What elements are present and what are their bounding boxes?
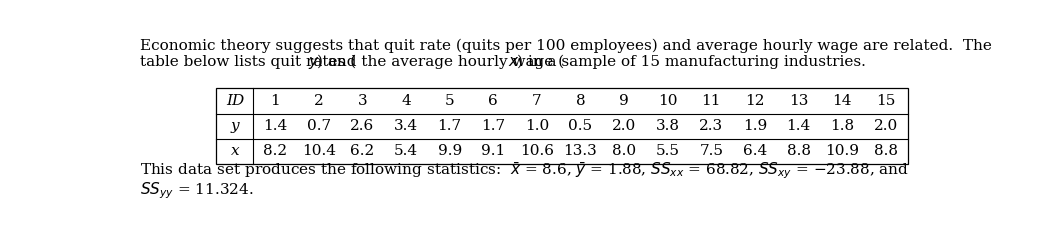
Text: 8.8: 8.8 [786, 144, 811, 158]
Text: 6.4: 6.4 [742, 144, 767, 158]
Bar [217, 89, 907, 164]
Text: 12: 12 [746, 94, 764, 108]
Text: table below lists quit rates (: table below lists quit rates ( [140, 55, 357, 69]
Text: 8.0: 8.0 [612, 144, 636, 158]
Text: $SS_{yy}$ = 11.324.: $SS_{yy}$ = 11.324. [140, 180, 254, 201]
Text: 1.4: 1.4 [263, 119, 287, 133]
Text: 2: 2 [314, 94, 324, 108]
Text: 1: 1 [271, 94, 280, 108]
Text: y: y [230, 119, 240, 133]
Text: 8.2: 8.2 [263, 144, 287, 158]
Text: 13: 13 [789, 94, 808, 108]
Text: 15: 15 [876, 94, 896, 108]
Text: 9.1: 9.1 [481, 144, 505, 158]
Text: 1.0: 1.0 [525, 119, 549, 133]
Text: Economic theory suggests that quit rate (quits per 100 employees) and average ho: Economic theory suggests that quit rate … [140, 39, 992, 53]
Text: 11: 11 [702, 94, 721, 108]
Text: 6.2: 6.2 [351, 144, 374, 158]
Text: 9.9: 9.9 [438, 144, 461, 158]
Text: 1.7: 1.7 [481, 119, 505, 133]
Text: $x$: $x$ [508, 55, 520, 69]
Text: 0.5: 0.5 [568, 119, 592, 133]
Text: x: x [230, 144, 240, 158]
Text: ) and the average hourly wage (: ) and the average hourly wage ( [317, 55, 564, 69]
Text: 3.4: 3.4 [394, 119, 418, 133]
Text: 2.0: 2.0 [873, 119, 898, 133]
Text: ID: ID [226, 94, 244, 108]
Text: 2.6: 2.6 [351, 119, 374, 133]
Text: 3.8: 3.8 [655, 119, 679, 133]
Text: 7: 7 [532, 94, 541, 108]
Text: 1.8: 1.8 [830, 119, 854, 133]
Text: 14: 14 [833, 94, 852, 108]
Text: 3: 3 [358, 94, 367, 108]
Text: 9: 9 [619, 94, 629, 108]
Text: 1.7: 1.7 [438, 119, 461, 133]
Text: 0.7: 0.7 [307, 119, 331, 133]
Text: 13.3: 13.3 [564, 144, 597, 158]
Text: 10: 10 [657, 94, 677, 108]
Text: 8.8: 8.8 [874, 144, 898, 158]
Text: 1.4: 1.4 [786, 119, 811, 133]
Text: 8: 8 [576, 94, 585, 108]
Text: This data set produces the following statistics:  $\bar{x}$ = 8.6, $\bar{y}$ = 1: This data set produces the following sta… [140, 160, 909, 181]
Text: 5.5: 5.5 [655, 144, 679, 158]
Text: $y$: $y$ [308, 55, 319, 71]
Text: 2.3: 2.3 [699, 119, 724, 133]
Text: ) in a sample of 15 manufacturing industries.: ) in a sample of 15 manufacturing indust… [517, 55, 866, 69]
Text: 5.4: 5.4 [394, 144, 418, 158]
Text: 1.9: 1.9 [742, 119, 767, 133]
Text: 10.4: 10.4 [302, 144, 336, 158]
Text: 7.5: 7.5 [699, 144, 724, 158]
Text: 6: 6 [488, 94, 498, 108]
Text: 10.9: 10.9 [825, 144, 860, 158]
Text: 2.0: 2.0 [612, 119, 637, 133]
Text: 5: 5 [445, 94, 454, 108]
Text: 4: 4 [401, 94, 411, 108]
Text: 10.6: 10.6 [520, 144, 554, 158]
